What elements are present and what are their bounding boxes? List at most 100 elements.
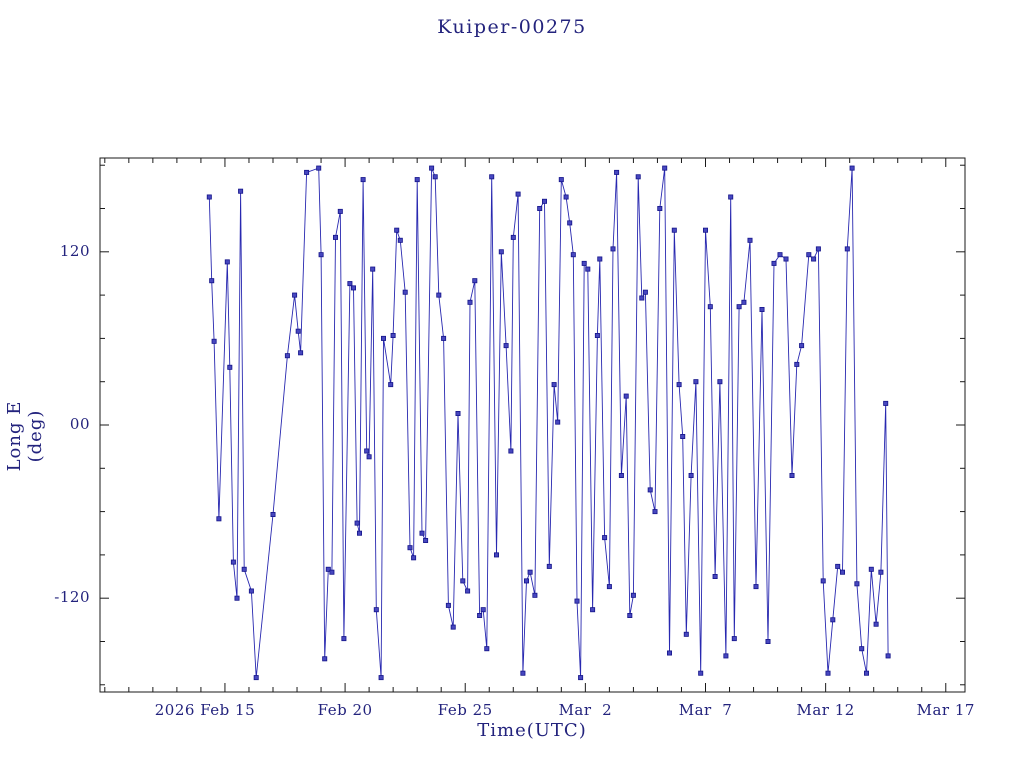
data-point-marker xyxy=(647,487,653,493)
data-point-marker xyxy=(394,227,400,233)
data-point-marker xyxy=(253,675,259,681)
y-tick-label: 120 xyxy=(59,241,90,260)
data-point-marker xyxy=(854,581,860,587)
data-point-marker xyxy=(465,588,471,594)
data-point-marker xyxy=(835,563,841,569)
data-point-marker xyxy=(789,472,795,478)
data-point-marker xyxy=(337,208,343,214)
data-point-marker xyxy=(671,227,677,233)
data-point-marker xyxy=(693,379,699,385)
data-point-marker xyxy=(364,448,370,454)
data-point-marker xyxy=(873,621,879,627)
data-point-marker xyxy=(859,646,865,652)
data-point-marker xyxy=(558,177,564,183)
data-point-marker xyxy=(402,289,408,295)
data-point-marker xyxy=(520,670,526,676)
data-point-marker xyxy=(527,569,533,575)
data-point-marker xyxy=(329,569,335,575)
data-point-marker xyxy=(717,379,723,385)
data-point-marker xyxy=(206,194,212,200)
data-point-marker xyxy=(602,535,608,541)
data-point-marker xyxy=(414,177,420,183)
x-axis-label: Time(UTC) xyxy=(477,720,587,741)
data-point-marker xyxy=(211,338,217,344)
data-point-marker xyxy=(551,382,557,388)
data-point-marker xyxy=(298,350,304,356)
data-point-marker xyxy=(356,530,362,536)
data-point-marker xyxy=(614,169,620,175)
plot-frame xyxy=(99,157,966,693)
data-series-line xyxy=(208,167,889,678)
data-point-marker xyxy=(489,174,495,180)
data-point-marker xyxy=(771,260,777,266)
data-point-marker xyxy=(811,256,817,262)
data-point-marker xyxy=(445,602,451,608)
data-point-marker xyxy=(844,246,850,252)
data-point-marker xyxy=(411,555,417,561)
data-point-marker xyxy=(227,364,233,370)
data-point-marker xyxy=(318,252,324,258)
data-point-marker xyxy=(234,595,240,601)
data-point-marker xyxy=(524,578,530,584)
x-tick-label: 2026 Feb 15 xyxy=(154,701,256,719)
data-point-marker xyxy=(467,299,473,305)
data-point-marker xyxy=(441,335,447,341)
data-point-marker xyxy=(707,304,713,310)
data-point-marker xyxy=(347,281,353,287)
data-point-marker xyxy=(429,165,435,171)
data-point-marker xyxy=(493,552,499,558)
data-point-marker xyxy=(284,353,290,359)
data-point-marker xyxy=(820,578,826,584)
data-point-marker xyxy=(630,592,636,598)
data-point-marker xyxy=(332,234,338,240)
data-point-marker xyxy=(728,194,734,200)
x-tick-label: Mar 2 xyxy=(558,701,613,719)
data-point-marker xyxy=(503,343,509,349)
data-point-marker xyxy=(360,177,366,183)
data-point-marker xyxy=(635,174,641,180)
data-point-marker xyxy=(590,607,596,613)
data-point-marker xyxy=(667,650,673,656)
data-point-marker xyxy=(537,205,543,211)
data-point-marker xyxy=(878,569,884,575)
data-point-marker xyxy=(455,410,461,416)
data-point-marker xyxy=(532,592,538,598)
data-point-marker xyxy=(783,256,789,262)
data-point-marker xyxy=(627,613,633,619)
data-point-marker xyxy=(390,332,396,338)
data-point-marker xyxy=(683,631,689,637)
data-point-marker xyxy=(830,617,836,623)
data-point-marker xyxy=(270,512,276,518)
data-point-marker xyxy=(597,256,603,262)
data-point-marker xyxy=(753,584,759,590)
data-point-marker xyxy=(680,433,686,439)
data-point-marker xyxy=(623,393,629,399)
data-point-marker xyxy=(652,509,658,515)
data-point-marker xyxy=(574,598,580,604)
data-point-marker xyxy=(585,266,591,272)
data-point-marker xyxy=(230,559,236,565)
data-point-marker xyxy=(606,584,612,590)
data-point-marker xyxy=(209,278,215,284)
data-point-marker xyxy=(806,252,812,258)
data-point-marker xyxy=(688,472,694,478)
data-point-marker xyxy=(662,165,668,171)
y-tick-label: -120 xyxy=(54,588,90,607)
data-point-marker xyxy=(698,670,704,676)
data-point-marker xyxy=(610,246,616,252)
data-point-marker xyxy=(216,516,222,522)
data-point-marker xyxy=(341,636,347,642)
data-point-marker xyxy=(380,335,386,341)
data-point-marker xyxy=(542,198,548,204)
data-point-marker xyxy=(295,328,301,334)
data-point-marker xyxy=(515,191,521,197)
data-point-marker xyxy=(777,252,783,258)
data-point-marker xyxy=(676,382,682,388)
data-point-marker xyxy=(578,675,584,681)
chart-title: Kuiper-00275 xyxy=(437,16,587,38)
data-point-marker xyxy=(248,588,254,594)
x-tick-label: Feb 25 xyxy=(437,701,493,719)
data-point-marker xyxy=(567,220,573,226)
